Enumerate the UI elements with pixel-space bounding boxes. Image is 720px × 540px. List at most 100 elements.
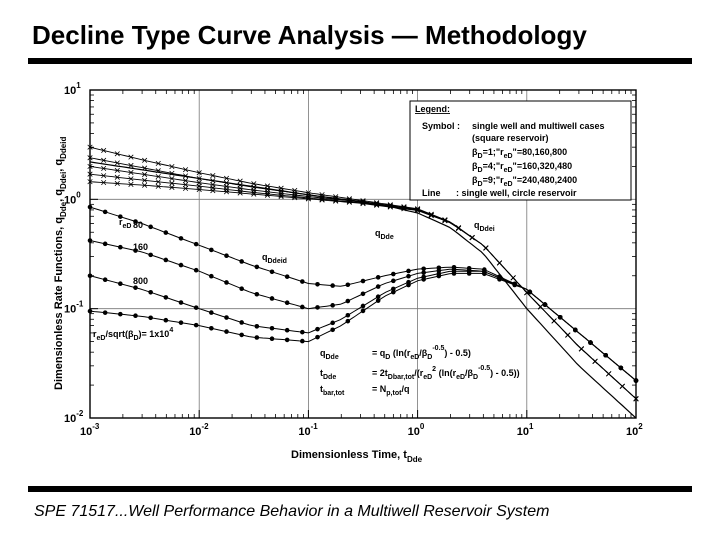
x-tick-label-base: 10 — [626, 426, 638, 438]
y-axis-label: Dimensionless Rate Functions, qDde, qDde… — [53, 137, 68, 390]
y-axis-label-sep-2: , q — [53, 159, 65, 172]
y-tick-label-exp: 1 — [76, 81, 81, 90]
equation-t-dde-tail3: /β — [465, 368, 474, 378]
x-marker — [87, 171, 93, 177]
equation-t-dde-sup2: 2 — [432, 366, 436, 373]
annotation-r-80: 80 — [133, 220, 143, 230]
dot-marker — [436, 273, 442, 279]
legend-case-1-sub: eD — [504, 153, 513, 160]
dot-marker — [239, 320, 244, 325]
equation-q-dde-tail2: /β — [419, 348, 428, 358]
x-marker — [142, 182, 148, 188]
x-marker — [237, 178, 243, 184]
dot-marker — [133, 313, 138, 319]
annotation-r-condition-exp: 4 — [169, 327, 173, 334]
y-axis-label-sub-1: Dde — [59, 201, 68, 217]
annotation-r-condition-r: r — [93, 329, 97, 339]
dot-marker — [542, 302, 548, 307]
x-marker — [128, 154, 134, 160]
x-marker — [101, 179, 107, 186]
equation-t-dde-lhs-sub: Dde — [323, 374, 336, 381]
annotation-r-condition-beta: β — [128, 329, 134, 339]
equation-t-bar-tot-rhs-sub: p,tot — [386, 390, 402, 397]
dot-marker — [87, 238, 93, 243]
dot-marker — [118, 244, 123, 250]
x-tick-label: 10-1 — [298, 422, 318, 438]
dot-marker — [87, 308, 93, 314]
legend-case-2-beta: β — [472, 161, 478, 171]
dot-marker — [224, 280, 229, 285]
y-tick-label-base: 10 — [64, 413, 76, 425]
equation-t-dde-tail3-sub: D — [473, 374, 478, 381]
dot-marker — [406, 268, 411, 274]
x-axis-label-main: Dimensionless Time, t — [291, 449, 407, 461]
x-marker — [619, 383, 625, 389]
dot-marker — [193, 322, 199, 328]
dot-marker — [178, 236, 184, 241]
dot-marker — [284, 327, 290, 333]
dot-marker — [163, 317, 169, 323]
y-tick-label: 10-2 — [64, 409, 84, 425]
x-marker — [578, 346, 584, 352]
x-marker — [114, 160, 120, 166]
slide-title: Decline Type Curve Analysis — Methodolog… — [32, 20, 587, 50]
legend-case-1-a: =1;"r — [483, 147, 505, 157]
annotation-q-dde-main: q — [375, 228, 381, 238]
dot-marker — [133, 248, 138, 253]
x-marker — [182, 185, 189, 192]
legend-box — [409, 100, 632, 201]
annotation-q-ddei-main: q — [474, 220, 480, 230]
dot-marker — [421, 270, 426, 275]
dot-marker — [148, 290, 153, 295]
equation-t-dde-end: ) - 0.5)) — [490, 368, 520, 378]
x-marker — [223, 186, 230, 192]
x-marker — [264, 192, 271, 198]
legend-symbol-key: Symbol : — [422, 121, 460, 131]
annotation-q-ddeid-sub: Ddeid — [268, 258, 287, 265]
dot-marker — [360, 308, 366, 314]
dot-marker — [603, 352, 608, 358]
x-tick-label-exp: -1 — [311, 422, 319, 431]
dot-marker — [330, 303, 335, 308]
equation-t-bar-tot-lhs-sub: bar,tot — [323, 390, 345, 397]
footer-rule — [28, 486, 692, 492]
dot-marker — [588, 340, 593, 345]
dot-marker — [254, 335, 260, 340]
x-marker — [128, 162, 134, 169]
dot-marker — [345, 318, 351, 324]
dot-marker — [163, 295, 169, 300]
dot-marker — [360, 303, 366, 309]
dot-marker — [557, 314, 563, 320]
annotation-r-condition-sub: eD — [97, 335, 106, 342]
x-marker — [114, 167, 120, 174]
dot-marker — [178, 300, 184, 305]
y-tick-label-base: 10 — [64, 304, 76, 316]
dot-marker — [87, 204, 93, 210]
x-tick-label-base: 10 — [517, 426, 529, 438]
y-axis-label-sub-2: Ddei — [59, 172, 68, 189]
dot-marker — [224, 315, 229, 320]
legend-title: Legend: — [415, 104, 450, 114]
x-marker — [592, 358, 598, 364]
dot-marker — [315, 281, 320, 287]
legend-case-2-values: "=160,320,480 — [513, 161, 573, 171]
annotation-r-eD-80-r: r — [119, 217, 123, 227]
legend-case-2-sub: eD — [504, 167, 513, 174]
x-tick-label-base: 10 — [298, 426, 310, 438]
annotation-r-160: 160 — [133, 242, 148, 252]
x-marker — [142, 171, 148, 178]
dot-marker — [300, 329, 305, 335]
legend-case-3-beta-sub: D — [478, 181, 483, 188]
dot-marker — [102, 241, 108, 247]
legend-line-key: Line — [422, 188, 441, 198]
x-marker — [182, 167, 189, 173]
dot-marker — [315, 305, 320, 310]
x-axis-label: Dimensionless Time, tDde — [291, 449, 423, 464]
annotation-q-dde: qDde — [375, 228, 394, 241]
x-marker — [155, 160, 161, 167]
equation-t-dde: tDde = 2tDbar,tot/(reD2 (ln(reD/βD-0.5) … — [320, 365, 520, 381]
dot-marker — [133, 285, 138, 290]
y-tick-label-exp: -1 — [76, 300, 84, 309]
dot-marker — [421, 266, 426, 272]
